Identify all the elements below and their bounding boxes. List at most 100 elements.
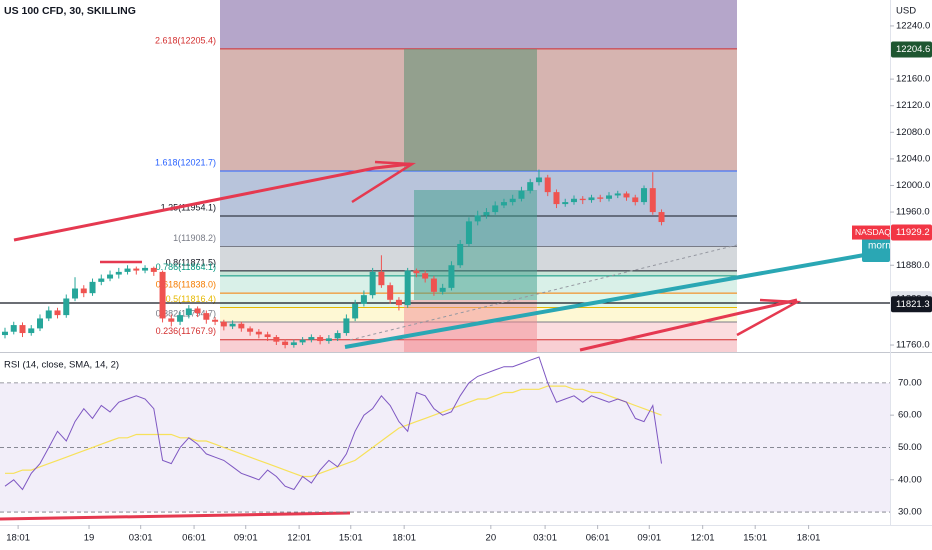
x-tick-label: 09:01 [234, 533, 258, 544]
candle-body [562, 202, 569, 205]
candle-body [544, 177, 551, 193]
fib-label: 0.786(11864.1) [156, 262, 216, 272]
candles [1, 169, 665, 349]
candle-body [343, 318, 350, 334]
rsi-tick-label: 50.00 [898, 442, 922, 453]
candle-body [317, 337, 324, 342]
candle-body [273, 337, 280, 342]
y-tick-label: 12240.0 [896, 20, 930, 31]
candle-body [203, 313, 210, 320]
candle-body [360, 295, 367, 304]
candle-body [159, 271, 166, 319]
candle-body [378, 271, 385, 286]
y-tick-label: 12040.0 [896, 153, 930, 164]
candle-body [500, 202, 507, 206]
currency: USD [896, 6, 916, 17]
candle-body [658, 212, 665, 223]
candle-body [98, 278, 105, 282]
fib-top-zone [220, 0, 737, 49]
y-tick-label: 12120.0 [896, 100, 930, 111]
arrow-head [351, 160, 416, 204]
candle-body [142, 267, 149, 271]
candle-body [229, 323, 236, 327]
trend-drawing [344, 252, 871, 349]
fib-label: 1.618(12021.7) [155, 157, 216, 167]
x-tick-label: 06:01 [182, 533, 206, 544]
x-tick-label: 03:01 [533, 533, 557, 544]
candle-body [553, 192, 560, 205]
candle-body [282, 341, 289, 346]
candle-body [212, 319, 219, 322]
candle-body [641, 188, 648, 203]
candle-body [89, 281, 96, 294]
fib-label: 1.25(11954.1) [161, 202, 216, 212]
badge-tag-bg [852, 225, 890, 240]
x-tick-label: 09:01 [637, 533, 661, 544]
annotation: morn [868, 241, 891, 252]
rsi-sma-line [5, 385, 662, 478]
rsi-title: RSI (14, close, SMA, 14, 2) [4, 360, 119, 371]
candle-body [535, 177, 542, 183]
y-tick-label: 11760.0 [896, 340, 930, 351]
candle-body [10, 325, 17, 332]
candle-body [395, 299, 402, 306]
price-badge-label: 12204.6 [896, 44, 930, 55]
rsi-drawing [0, 511, 351, 521]
candle-body [133, 268, 140, 271]
x-tick-label: 15:01 [339, 533, 363, 544]
candle-body [623, 193, 630, 198]
candle-body [509, 198, 516, 203]
candle-body [334, 333, 341, 339]
candle-body [518, 190, 525, 199]
x-tick-label: 12:01 [691, 533, 715, 544]
candle-body [150, 267, 157, 272]
candle-body [37, 318, 44, 329]
fib-label: 1(11908.2) [173, 233, 216, 243]
candle-body [63, 298, 70, 316]
rsi-line [4, 356, 662, 491]
candle-body [19, 325, 26, 334]
candle-body [606, 195, 613, 199]
candle-body [492, 205, 499, 213]
candle-body [80, 288, 87, 294]
rsi-tick-label: 40.00 [898, 474, 922, 485]
rsi-tick-label: 70.00 [898, 377, 922, 388]
candle-body [325, 338, 332, 342]
price-badge [891, 224, 932, 241]
candle-body [579, 198, 586, 201]
candle-body [220, 321, 227, 327]
fib-label: 0.236(11767.9) [156, 326, 216, 336]
candle-body [255, 331, 262, 335]
candle-body [247, 328, 254, 332]
candle-body [422, 273, 429, 279]
price-badge-label: 11929.2 [896, 227, 930, 238]
candle-body [72, 288, 79, 299]
fib-label: 0.8(11871.5) [166, 257, 216, 267]
candle-body [299, 339, 306, 343]
fib-label: 0.5(11816.4) [166, 294, 216, 304]
candle-body [124, 268, 131, 272]
candle-body [115, 271, 122, 275]
y-tick-label: 11960.0 [896, 207, 930, 218]
trend-line [349, 244, 738, 341]
candle-body [45, 310, 52, 319]
candle-body [474, 215, 481, 222]
candle-body [404, 270, 411, 306]
candle-body [238, 323, 245, 329]
x-tick-label: 06:01 [586, 533, 610, 544]
candle-body [352, 303, 359, 319]
price-badge [891, 296, 932, 313]
candle-body [588, 197, 595, 201]
candle-body [483, 212, 490, 216]
candle-body [457, 243, 464, 266]
x-tick-label: 18:01 [392, 533, 416, 544]
y-tick-label: 12080.0 [896, 127, 930, 138]
badge-tag: NASDAQ [855, 227, 891, 237]
x-tick-label: 03:01 [129, 533, 153, 544]
candle-body [194, 308, 201, 314]
arrow-drawing [579, 298, 798, 352]
candle-body [597, 197, 604, 199]
candle-body [570, 198, 577, 203]
candle-body [369, 271, 376, 296]
